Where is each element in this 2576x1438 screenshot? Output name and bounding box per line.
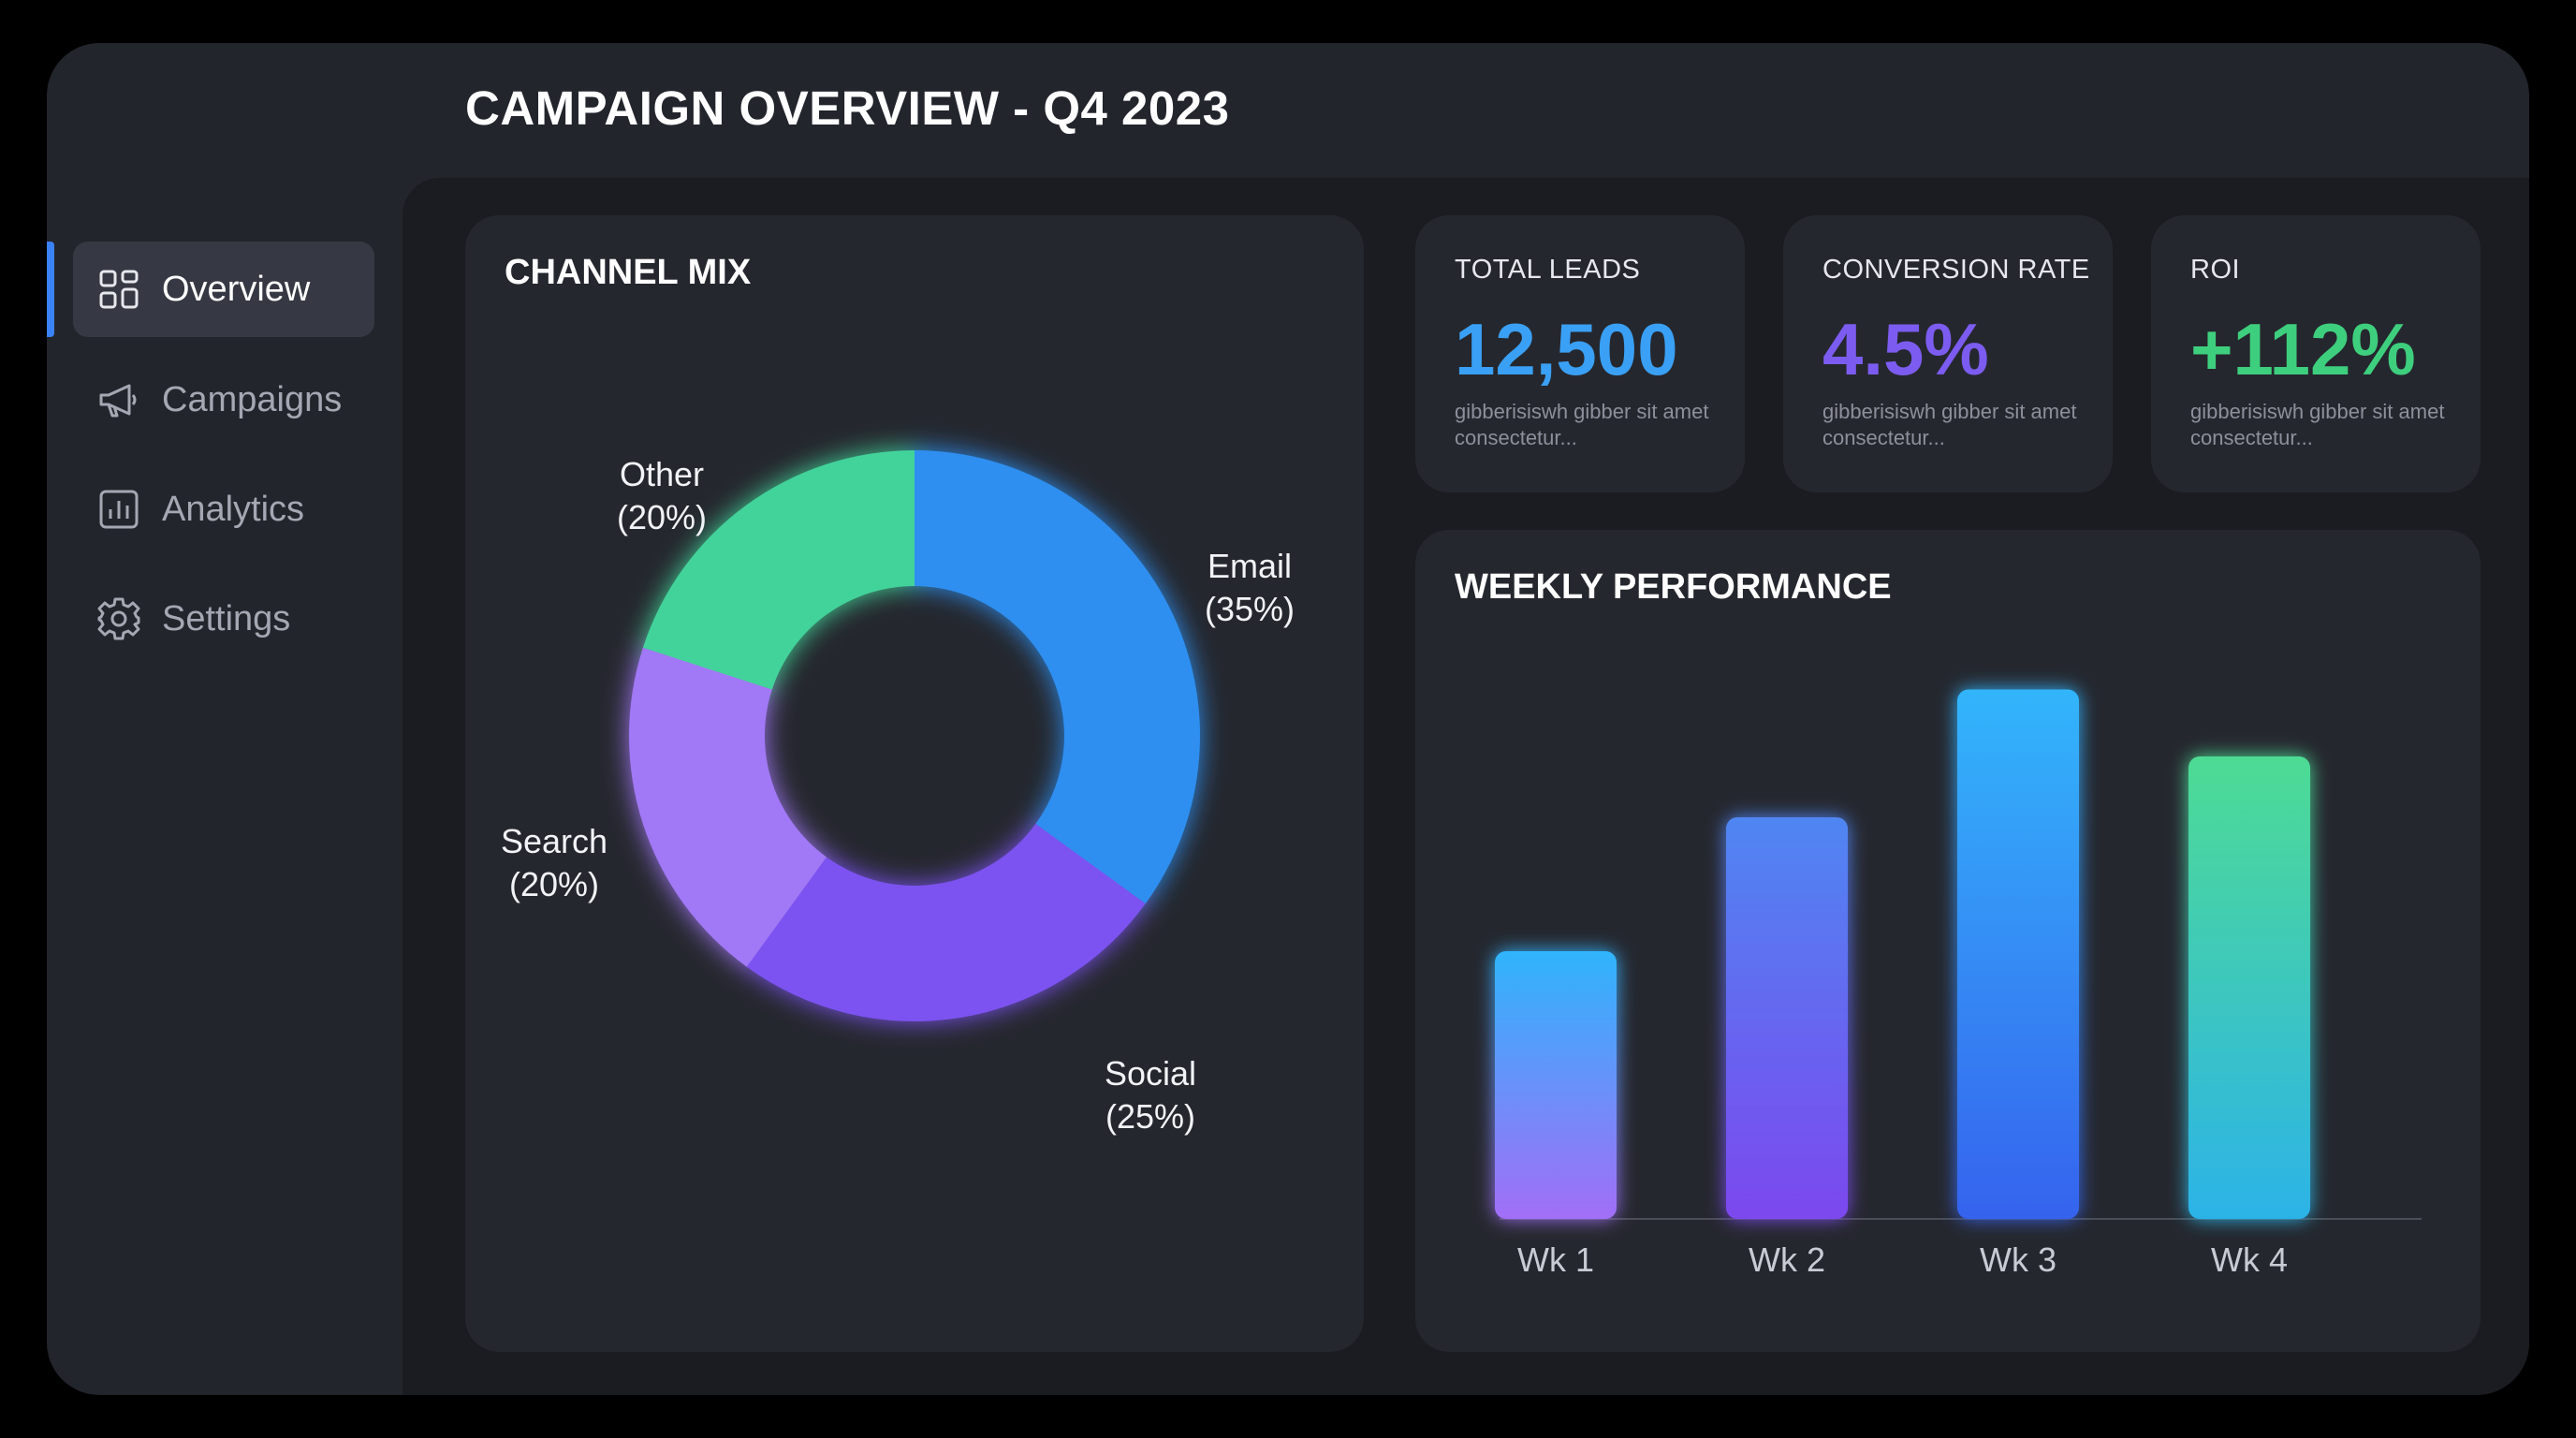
donut-slice-social bbox=[746, 824, 1146, 1021]
megaphone-icon bbox=[96, 377, 141, 422]
sidebar-item-settings[interactable]: Settings bbox=[73, 571, 374, 667]
sidebar-item-label: Analytics bbox=[162, 489, 305, 529]
bar-chart-icon bbox=[96, 487, 141, 532]
donut-label-percent: (20%) bbox=[617, 498, 708, 536]
donut-label-name: Social bbox=[1105, 1054, 1197, 1093]
donut-label-percent: (35%) bbox=[1205, 590, 1295, 628]
app-window: CAMPAIGN OVERVIEW - Q4 2023 Overview Cam… bbox=[47, 43, 2529, 1395]
x-tick-label: Wk 3 bbox=[1980, 1240, 2056, 1279]
kpi-value: 4.5% bbox=[1822, 308, 1989, 390]
sidebar-item-campaigns[interactable]: Campaigns bbox=[73, 352, 374, 448]
donut-slice-other bbox=[642, 450, 915, 690]
kpi-description: gibberisiswh gibber sit amet consectetur… bbox=[2190, 400, 2445, 449]
kpi-description: gibberisiswh gibber sit amet consectetur… bbox=[1455, 400, 1709, 449]
kpi-card-roi: ROI +112% gibberisiswh gibber sit amet c… bbox=[2151, 215, 2481, 492]
sidebar: Overview Campaigns Analytics bbox=[47, 43, 402, 1395]
x-tick-label: Wk 4 bbox=[2211, 1240, 2288, 1279]
card-title: CHANNEL MIX bbox=[505, 253, 752, 292]
weekly-performance-card: WEEKLY PERFORMANCE Wk 1 Wk 2 Wk 3 Wk 4 bbox=[1415, 530, 2481, 1352]
bar-wk-3 bbox=[1957, 689, 2079, 1219]
x-tick-label: Wk 2 bbox=[1749, 1240, 1825, 1279]
sidebar-item-overview[interactable]: Overview bbox=[73, 242, 374, 337]
kpi-label: ROI bbox=[2190, 255, 2241, 285]
kpi-card-conversion-rate: CONVERSION RATE 4.5% gibberisiswh gibber… bbox=[1783, 215, 2113, 492]
card-title: WEEKLY PERFORMANCE bbox=[1455, 567, 1892, 607]
page-title: CAMPAIGN OVERVIEW - Q4 2023 bbox=[465, 81, 1230, 135]
bar-chart: Wk 1 Wk 2 Wk 3 Wk 4 bbox=[1495, 689, 2422, 1279]
donut-chart bbox=[629, 450, 1200, 1021]
kpi-value: +112% bbox=[2190, 308, 2416, 390]
donut-label-name: Other bbox=[619, 455, 705, 493]
bar-wk-1 bbox=[1495, 951, 1617, 1219]
sidebar-item-label: Overview bbox=[162, 269, 311, 309]
channel-mix-card: CHANNEL MIX Email (35%) Social (25%) bbox=[465, 215, 1364, 1352]
gear-icon bbox=[96, 596, 141, 641]
donut-label-other: Other (20%) bbox=[617, 453, 707, 539]
kpi-description: gibberisiswh gibber sit amet consectetur… bbox=[1822, 400, 2077, 449]
donut-label-social: Social (25%) bbox=[1105, 1052, 1196, 1138]
donut-slice-email bbox=[915, 450, 1200, 904]
donut-label-percent: (25%) bbox=[1105, 1097, 1196, 1136]
kpi-value: 12,500 bbox=[1455, 308, 1678, 390]
main-content: CHANNEL MIX Email (35%) Social (25%) bbox=[402, 178, 2529, 1395]
donut-label-email: Email (35%) bbox=[1205, 545, 1295, 631]
donut-label-percent: (20%) bbox=[509, 865, 600, 903]
donut-slice-search bbox=[629, 647, 827, 967]
donut-label-name: Search bbox=[501, 822, 608, 860]
sidebar-item-label: Settings bbox=[162, 598, 291, 638]
x-tick-label: Wk 1 bbox=[1517, 1240, 1594, 1279]
bar-wk-2 bbox=[1726, 817, 1848, 1219]
donut-label-name: Email bbox=[1208, 547, 1293, 585]
sidebar-item-label: Campaigns bbox=[162, 379, 343, 419]
active-nav-indicator bbox=[47, 242, 54, 337]
donut-label-search: Search (20%) bbox=[501, 820, 607, 906]
bar-wk-4 bbox=[2188, 756, 2310, 1219]
kpi-card-total-leads: TOTAL LEADS 12,500 gibberisiswh gibber s… bbox=[1415, 215, 1745, 492]
kpi-label: TOTAL LEADS bbox=[1455, 255, 1641, 285]
grid-icon bbox=[96, 267, 141, 312]
sidebar-item-analytics[interactable]: Analytics bbox=[73, 462, 374, 557]
kpi-label: CONVERSION RATE bbox=[1822, 255, 2090, 285]
